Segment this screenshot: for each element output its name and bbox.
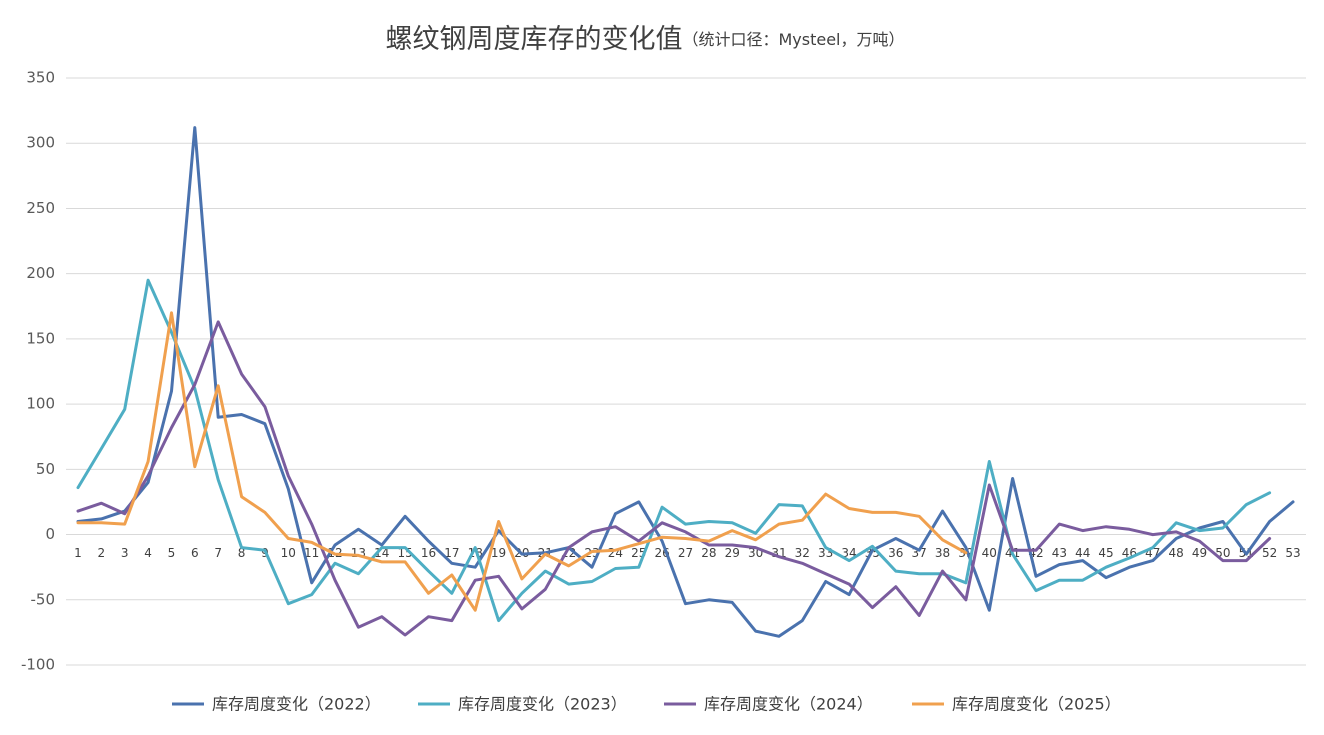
legend-label: 库存周度变化（2022）: [212, 695, 381, 714]
y-tick-label: 100: [26, 395, 55, 413]
chart-subtitle: （统计口径：Mysteel，万吨）: [682, 30, 904, 49]
y-tick-label: 0: [45, 525, 55, 543]
x-tick-label: 29: [725, 546, 740, 560]
x-tick-label: 1: [74, 546, 82, 560]
chart-title-group: 螺纹钢周度库存的变化值（统计口径：Mysteel，万吨）: [385, 24, 904, 55]
x-tick-label: 6: [191, 546, 199, 560]
x-tick-label: 7: [214, 546, 222, 560]
x-tick-label: 8: [238, 546, 246, 560]
x-tick-label: 45: [1098, 546, 1113, 560]
y-tick-label: 300: [26, 134, 55, 152]
x-tick-label: 10: [281, 546, 296, 560]
x-tick-label: 40: [982, 546, 997, 560]
series-line: [76, 311, 968, 612]
y-tick-label: -100: [21, 656, 55, 674]
y-tick-label: -50: [31, 590, 56, 608]
y-tick-label: 50: [36, 460, 55, 478]
y-tick-label: 350: [26, 69, 55, 87]
x-tick-label: 38: [935, 546, 950, 560]
x-tick-label: 52: [1262, 546, 1277, 560]
x-tick-label: 27: [678, 546, 693, 560]
y-tick-label: 150: [26, 329, 55, 347]
x-tick-label: 17: [444, 546, 459, 560]
x-tick-label: 3: [121, 546, 129, 560]
x-tick-label: 4: [144, 546, 152, 560]
x-tick-label: 28: [701, 546, 716, 560]
x-tick-label: 5: [168, 546, 176, 560]
series-line: [76, 126, 1295, 638]
x-tick-label: 36: [888, 546, 903, 560]
series-line: [76, 278, 1272, 623]
x-tick-label: 48: [1169, 546, 1184, 560]
x-tick-label: 44: [1075, 546, 1090, 560]
x-tick-label: 14: [374, 546, 389, 560]
x-tick-label: 43: [1052, 546, 1067, 560]
x-tick-label: 53: [1285, 546, 1300, 560]
legend-label: 库存周度变化（2024）: [704, 695, 873, 714]
x-tick-label: 49: [1192, 546, 1207, 560]
legend-label: 库存周度变化（2023）: [458, 695, 627, 714]
legend-label: 库存周度变化（2025）: [952, 695, 1121, 714]
y-tick-label: 200: [26, 264, 55, 282]
x-tick-label: 16: [421, 546, 436, 560]
x-tick-label: 2: [98, 546, 106, 560]
x-tick-label: 19: [491, 546, 506, 560]
chart-title: 螺纹钢周度库存的变化值: [385, 24, 682, 55]
series-line: [76, 320, 1272, 637]
x-tick-label: 11: [304, 546, 319, 560]
y-tick-label: 250: [26, 199, 55, 217]
x-tick-label: 32: [795, 546, 810, 560]
